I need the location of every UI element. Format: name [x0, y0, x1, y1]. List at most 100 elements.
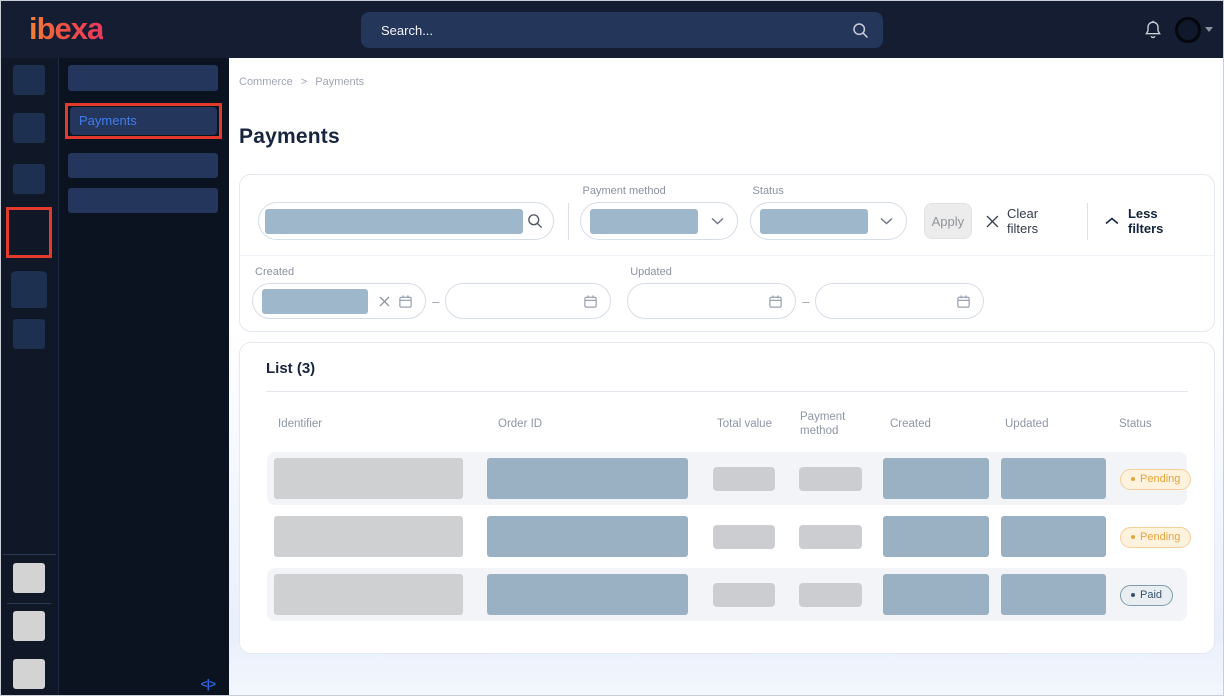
- clear-filters-label: Clear filters: [1007, 206, 1039, 236]
- sidebar-item-payments-label: Payments: [79, 113, 137, 128]
- updated-placeholder: [1001, 458, 1106, 499]
- clear-filters-button[interactable]: Clear filters: [986, 203, 1072, 239]
- breadcrumb-commerce[interactable]: Commerce: [239, 76, 293, 88]
- identifier-placeholder: [274, 516, 463, 557]
- payment-method-select[interactable]: [579, 202, 738, 240]
- table-header: Identifier Order ID Total value Payment …: [267, 392, 1187, 452]
- status-dot-icon: [1131, 593, 1135, 597]
- created-placeholder: [883, 458, 989, 499]
- total-value-placeholder: [713, 583, 775, 607]
- payment-method-value-placeholder: [589, 208, 698, 234]
- created-label: Created: [255, 266, 295, 278]
- column-header-payment-method: Payment method: [800, 411, 846, 438]
- bell-icon[interactable]: [1144, 20, 1162, 40]
- sidebar-item-4[interactable]: [68, 188, 218, 213]
- user-menu[interactable]: [1175, 16, 1213, 43]
- apply-button[interactable]: Apply: [923, 203, 973, 239]
- table-row[interactable]: Pending: [267, 510, 1192, 563]
- breadcrumb-payments[interactable]: Payments: [315, 76, 365, 88]
- created-from-input[interactable]: [252, 283, 426, 319]
- global-search-input[interactable]: Search...: [361, 12, 883, 48]
- list-title: List (3): [266, 360, 316, 377]
- column-header-order-id: Order ID: [498, 418, 543, 430]
- close-icon: [986, 215, 999, 227]
- filter-search-input[interactable]: [258, 202, 554, 240]
- order-id-placeholder: [487, 516, 688, 557]
- sidebar-item-payments[interactable]: Payments: [70, 107, 217, 135]
- rail-item-1[interactable]: [13, 65, 45, 95]
- search-icon[interactable]: [852, 22, 869, 39]
- search-value-placeholder: [265, 208, 523, 234]
- chevron-up-icon: [1105, 217, 1119, 225]
- rail-divider: [7, 603, 51, 604]
- column-header-created: Created: [890, 418, 931, 430]
- total-value-placeholder: [713, 525, 775, 549]
- status-filter: Status: [749, 185, 907, 240]
- chevron-down-icon: [711, 217, 724, 225]
- range-separator: –: [802, 293, 810, 309]
- secondary-sidebar: Payments <|>: [58, 58, 229, 695]
- annotation-highlight-cart: [6, 207, 52, 258]
- breadcrumb: Commerce > Payments: [239, 76, 1223, 88]
- status-select[interactable]: [749, 202, 907, 240]
- updated-placeholder: [1001, 516, 1106, 557]
- rail-item-8[interactable]: [13, 611, 45, 641]
- rail-item-9[interactable]: [13, 659, 45, 689]
- filters-row-primary: Payment method Status Apply C: [240, 175, 1214, 255]
- updated-from-input[interactable]: [627, 283, 797, 319]
- icon-rail: [1, 58, 58, 695]
- ibexa-logo[interactable]: ibexa: [29, 11, 104, 46]
- list-divider: [266, 391, 1188, 392]
- payment-method-placeholder: [799, 583, 862, 607]
- search-icon[interactable]: [527, 213, 543, 229]
- created-from-value-placeholder: [262, 288, 368, 314]
- filter-divider: [1087, 203, 1089, 240]
- updated-label: Updated: [630, 266, 672, 278]
- updated-placeholder: [1001, 574, 1106, 615]
- order-id-placeholder: [487, 574, 688, 615]
- column-header-identifier: Identifier: [278, 418, 323, 430]
- clear-date-icon[interactable]: [379, 296, 390, 307]
- status-badge: Pending: [1120, 469, 1192, 490]
- chevron-down-icon: [880, 217, 893, 225]
- rail-item-3[interactable]: [13, 164, 45, 194]
- top-right-cluster: [1144, 1, 1213, 58]
- filters-panel: Payment method Status Apply C: [239, 174, 1215, 332]
- updated-range-filter: Updated –: [627, 266, 985, 319]
- payment-method-placeholder: [799, 467, 862, 491]
- table-row[interactable]: Paid: [267, 568, 1187, 621]
- rail-item-6[interactable]: [13, 319, 45, 349]
- less-filters-toggle[interactable]: Less filters: [1105, 203, 1196, 239]
- main-content: Commerce > Payments Payments Payment met: [229, 58, 1223, 695]
- status-value-placeholder: [759, 208, 868, 234]
- column-header-updated: Updated: [1005, 418, 1049, 430]
- filter-divider: [567, 203, 569, 240]
- payments-list-panel: List (3) Identifier Order ID Total value…: [239, 342, 1215, 654]
- calendar-icon[interactable]: [583, 294, 598, 309]
- updated-to-input[interactable]: [815, 283, 985, 319]
- status-dot-icon: [1131, 535, 1135, 539]
- identifier-placeholder: [274, 574, 463, 615]
- rail-item-5[interactable]: [13, 271, 45, 301]
- sidebar-item-1[interactable]: [68, 65, 218, 91]
- calendar-icon[interactable]: [398, 294, 413, 309]
- rail-item-2[interactable]: [13, 113, 45, 143]
- calendar-icon[interactable]: [956, 294, 971, 309]
- table-row[interactable]: Pending: [267, 452, 1192, 505]
- created-to-input[interactable]: [445, 283, 612, 319]
- calendar-icon[interactable]: [768, 294, 783, 309]
- rail-item-7[interactable]: [13, 563, 45, 593]
- payment-method-placeholder: [799, 525, 862, 549]
- created-range-filter: Created –: [252, 266, 612, 319]
- status-badge: Pending: [1120, 527, 1192, 548]
- order-id-placeholder: [487, 458, 688, 499]
- avatar[interactable]: [1175, 16, 1201, 43]
- status-badge: Paid: [1120, 585, 1174, 606]
- column-header-total-value: Total value: [717, 418, 772, 430]
- sidebar-item-3[interactable]: [68, 153, 218, 178]
- sidebar-resize-icon[interactable]: <|>: [200, 677, 216, 691]
- top-bar: ibexa Search...: [1, 1, 1223, 58]
- status-label: Status: [752, 185, 784, 197]
- total-value-placeholder: [713, 467, 775, 491]
- page-title: Payments: [239, 125, 340, 148]
